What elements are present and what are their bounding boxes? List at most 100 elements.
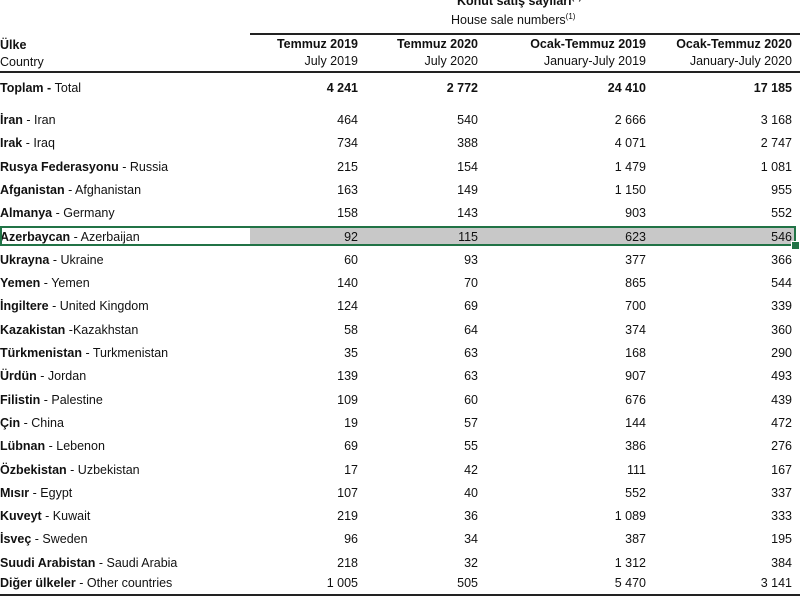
cell-value[interactable]: 377 <box>625 252 646 267</box>
country-row[interactable]: Suudi Arabistan - Saudi Arabia 218 32 1 312… <box>0 553 800 573</box>
cell-value[interactable]: 388 <box>457 136 478 151</box>
cell-value[interactable]: 92 <box>344 229 358 244</box>
cell-value[interactable]: 5 470 <box>614 576 646 590</box>
cell-value[interactable]: 34 <box>464 532 478 547</box>
cell-value[interactable]: 17 <box>344 462 358 477</box>
cell-value[interactable]: 676 <box>625 392 646 407</box>
cell-value[interactable]: 439 <box>771 392 792 407</box>
cell-value[interactable]: 552 <box>771 206 792 221</box>
cell-value[interactable]: 55 <box>464 439 478 454</box>
country-row[interactable]: Irak - Iraq 734 388 4 071 2 747 <box>0 133 800 153</box>
cell-value[interactable]: 149 <box>457 182 478 197</box>
cell-value[interactable]: 70 <box>464 276 478 291</box>
country-row[interactable]: İran - Iran 464 540 2 666 3 168 <box>0 110 800 130</box>
cell-value[interactable]: 69 <box>464 299 478 314</box>
cell-value[interactable]: 195 <box>771 532 792 547</box>
cell-value[interactable]: 35 <box>344 346 358 360</box>
cell-value[interactable]: 42 <box>464 462 478 477</box>
country-row[interactable]: Lübnan - Lebenon 69 55 386 276 <box>0 436 800 456</box>
cell-value[interactable]: 955 <box>771 182 792 197</box>
cell-value[interactable]: 464 <box>337 113 358 127</box>
cell-value[interactable]: 544 <box>771 276 792 291</box>
cell-value[interactable]: 124 <box>337 299 358 314</box>
cell-value[interactable]: 69 <box>344 439 358 454</box>
cell-value[interactable]: 158 <box>337 206 358 221</box>
cell-value[interactable]: 360 <box>771 322 792 337</box>
cell-value[interactable]: 154 <box>457 159 478 174</box>
country-row[interactable]: Çin - China 19 57 144 472 <box>0 413 800 433</box>
cell-value[interactable]: 109 <box>337 392 358 407</box>
cell-value[interactable]: 168 <box>625 346 646 360</box>
cell-value[interactable]: 140 <box>337 276 358 291</box>
country-row[interactable]: Ukrayna - Ukraine 60 93 377 366 <box>0 250 800 270</box>
cell-value[interactable]: 58 <box>344 322 358 337</box>
cell-value[interactable]: 4 071 <box>614 136 646 151</box>
cell-value[interactable]: 40 <box>464 485 478 500</box>
cell-value[interactable]: 276 <box>771 439 792 454</box>
cell-value[interactable]: 366 <box>771 252 792 267</box>
cell-value[interactable]: 546 <box>771 229 792 244</box>
country-row[interactable]: Kuveyt - Kuwait 219 36 1 089 333 <box>0 506 800 526</box>
country-row[interactable]: Türkmenistan - Turkmenistan 35 63 168 290 <box>0 343 800 363</box>
cell-value[interactable]: 903 <box>625 206 646 221</box>
cell-value[interactable]: 493 <box>771 369 792 384</box>
country-row[interactable]: Filistin - Palestine 109 60 676 439 <box>0 390 800 410</box>
country-row[interactable]: İsveç - Sweden 96 34 387 195 <box>0 529 800 549</box>
country-row[interactable]: Ürdün - Jordan 139 63 907 493 <box>0 366 800 386</box>
cell-value[interactable]: 139 <box>337 369 358 384</box>
cell-value[interactable]: 1 150 <box>614 182 646 197</box>
country-row[interactable]: Kazakistan -Kazakhstan 58 64 374 360 <box>0 320 800 340</box>
cell-value[interactable]: 505 <box>457 576 478 590</box>
country-row[interactable]: Yemen - Yemen 140 70 865 544 <box>0 273 800 293</box>
cell-value[interactable]: 623 <box>625 229 646 244</box>
cell-value[interactable]: 1 479 <box>614 159 646 174</box>
cell-value[interactable]: 1 089 <box>614 509 646 524</box>
cell-value[interactable]: 60 <box>464 392 478 407</box>
cell-value[interactable]: 700 <box>625 299 646 314</box>
cell-value[interactable]: 115 <box>458 229 478 244</box>
fill-handle[interactable] <box>791 241 800 250</box>
country-row[interactable]: Mısır - Egypt 107 40 552 337 <box>0 483 800 503</box>
cell-value[interactable]: 290 <box>771 346 792 360</box>
cell-value[interactable]: 387 <box>625 532 646 547</box>
cell-value[interactable]: 215 <box>337 159 358 174</box>
cell-value[interactable]: 907 <box>625 369 646 384</box>
cell-value[interactable]: 163 <box>337 182 358 197</box>
cell-value[interactable]: 1 081 <box>760 159 792 174</box>
cell-value[interactable]: 32 <box>464 555 478 570</box>
country-row[interactable]: İngiltere - United Kingdom 124 69 700 339 <box>0 296 800 316</box>
cell-value[interactable]: 36 <box>464 509 478 524</box>
cell-value[interactable]: 865 <box>625 276 646 291</box>
cell-value[interactable]: 111 <box>626 462 646 477</box>
cell-value[interactable]: 734 <box>337 136 358 151</box>
country-row[interactable]: Afganistan - Afghanistan 163 149 1 150 955 <box>0 180 800 200</box>
cell-value[interactable]: 472 <box>771 415 792 430</box>
cell-value[interactable]: 63 <box>464 369 478 384</box>
cell-value[interactable]: 2 747 <box>760 136 792 151</box>
cell-value[interactable]: 1 005 <box>326 576 358 590</box>
cell-value[interactable]: 540 <box>457 113 478 127</box>
country-row[interactable]: Özbekistan - Uzbekistan 17 42 111 167 <box>0 460 800 480</box>
cell-selection-box[interactable] <box>0 226 796 246</box>
country-row[interactable]: Diğer ülkeler - Other countries 1 005 505 5… <box>0 573 800 593</box>
cell-value[interactable]: 96 <box>344 532 358 547</box>
cell-value[interactable]: 167 <box>771 462 792 477</box>
cell-value[interactable]: 57 <box>464 415 478 430</box>
country-row[interactable]: Azerbaycan - Azerbaijan 92 115 623 546 <box>0 227 800 247</box>
cell-value[interactable]: 218 <box>337 555 358 570</box>
cell-value[interactable]: 93 <box>464 252 478 267</box>
cell-value[interactable]: 64 <box>464 322 478 337</box>
cell-value[interactable]: 144 <box>625 415 646 430</box>
cell-value[interactable]: 60 <box>344 252 358 267</box>
cell-value[interactable]: 143 <box>457 206 478 221</box>
cell-value[interactable]: 333 <box>771 509 792 524</box>
cell-value[interactable]: 1 312 <box>614 555 646 570</box>
cell-value[interactable]: 337 <box>771 485 792 500</box>
cell-value[interactable]: 384 <box>771 555 792 570</box>
cell-value[interactable]: 107 <box>337 485 358 500</box>
cell-value[interactable]: 3 141 <box>760 576 792 590</box>
cell-value[interactable]: 374 <box>625 322 646 337</box>
country-row[interactable]: Almanya - Germany 158 143 903 552 <box>0 203 800 223</box>
cell-value[interactable]: 339 <box>771 299 792 314</box>
cell-value[interactable]: 552 <box>625 485 646 500</box>
